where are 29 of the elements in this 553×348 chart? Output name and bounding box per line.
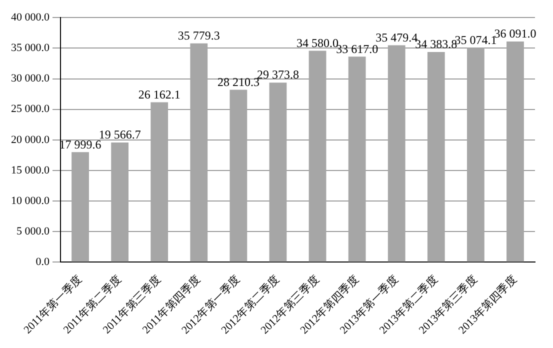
bar	[308, 50, 326, 262]
data-label: 36 091.0	[494, 26, 536, 41]
bar	[427, 52, 445, 262]
bar	[466, 48, 484, 262]
y-tick-label: 20 000.0	[11, 134, 50, 146]
y-tick-label: 5 000.0	[16, 226, 50, 238]
bar	[190, 43, 208, 262]
y-tick-label: 15 000.0	[11, 164, 50, 176]
bar	[111, 142, 129, 262]
y-tick-label: 10 000.0	[11, 194, 50, 207]
data-label: 17 999.6	[59, 137, 102, 152]
data-label: 34 580.0	[296, 36, 339, 50]
y-tick-label: 25 000.0	[11, 103, 50, 116]
y-tick-label: 30 000.0	[11, 72, 50, 85]
bar	[348, 56, 366, 262]
bar	[150, 102, 168, 262]
y-tick-label: 40 000.0	[11, 11, 50, 24]
bar	[230, 90, 248, 262]
data-label: 19 566.7	[98, 128, 141, 142]
bar	[388, 45, 406, 262]
data-label: 35 779.3	[178, 28, 220, 43]
y-tick-label: 35 000.0	[11, 42, 50, 54]
bar	[506, 42, 524, 262]
data-label: 35 479.4	[376, 30, 418, 44]
bar	[72, 152, 89, 262]
bar	[269, 82, 287, 262]
data-label: 26 162.1	[138, 87, 180, 102]
y-tick-label: 0.0	[36, 256, 50, 268]
data-label: 28 210.3	[217, 74, 260, 89]
